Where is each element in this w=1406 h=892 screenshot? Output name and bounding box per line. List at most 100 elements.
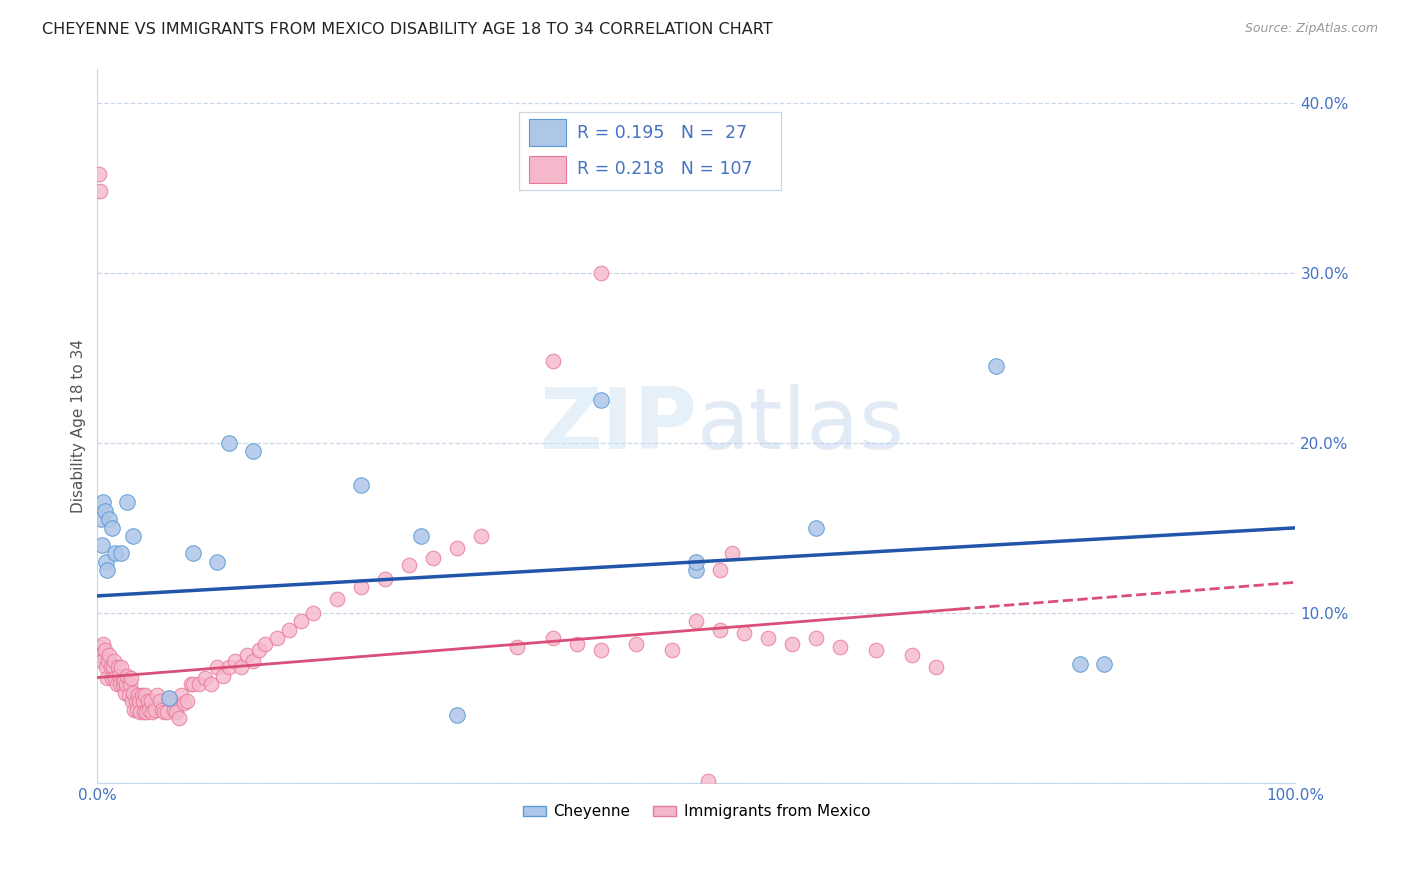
Point: [350, 581, 373, 595]
Text: Source: ZipAtlas.com: Source: ZipAtlas.com: [1244, 22, 1378, 36]
Point: [266, 632, 288, 646]
Point: [105, 677, 128, 691]
Point: [96, 671, 118, 685]
Point: [149, 694, 172, 708]
Point: [122, 529, 145, 543]
Text: R = 0.195   N =  27: R = 0.195 N = 27: [576, 124, 747, 142]
Point: [398, 558, 420, 573]
Point: [97, 654, 120, 668]
Point: [176, 694, 198, 708]
Point: [115, 677, 138, 691]
Bar: [530, 120, 567, 146]
Point: [93, 643, 115, 657]
Point: [87, 648, 110, 663]
Point: [446, 708, 468, 723]
Point: [127, 688, 149, 702]
Point: [167, 711, 190, 725]
Point: [541, 632, 564, 646]
Point: [541, 354, 564, 368]
Point: [128, 694, 150, 708]
Point: [661, 643, 683, 657]
Point: [163, 703, 186, 717]
Point: [143, 703, 166, 717]
Point: [242, 444, 264, 458]
Point: [242, 654, 264, 668]
Point: [117, 495, 139, 509]
Point: [157, 690, 180, 705]
Point: [93, 495, 115, 509]
Point: [830, 640, 852, 654]
Point: [156, 705, 179, 719]
Point: [236, 648, 259, 663]
Text: ZIP: ZIP: [538, 384, 696, 467]
Point: [125, 694, 148, 708]
Point: [93, 504, 115, 518]
Point: [278, 623, 301, 637]
Point: [756, 632, 779, 646]
Point: [90, 512, 112, 526]
Bar: [530, 156, 567, 183]
Point: [200, 677, 222, 691]
Point: [685, 563, 707, 577]
Point: [721, 546, 744, 560]
Point: [104, 546, 127, 560]
Point: [181, 677, 204, 691]
Point: [112, 673, 135, 688]
Point: [138, 703, 160, 717]
Point: [90, 648, 112, 663]
Text: atlas: atlas: [696, 384, 904, 467]
Point: [780, 636, 803, 650]
Point: [254, 636, 277, 650]
Point: [733, 626, 755, 640]
Point: [91, 654, 114, 668]
Point: [626, 636, 648, 650]
Point: [589, 266, 612, 280]
Point: [806, 632, 828, 646]
Point: [129, 705, 152, 719]
Point: [120, 671, 142, 685]
Text: CHEYENNE VS IMMIGRANTS FROM MEXICO DISABILITY AGE 18 TO 34 CORRELATION CHART: CHEYENNE VS IMMIGRANTS FROM MEXICO DISAB…: [42, 22, 773, 37]
Point: [157, 690, 180, 705]
Point: [100, 671, 122, 685]
Point: [111, 677, 134, 691]
Point: [114, 686, 136, 700]
Point: [218, 660, 240, 674]
Point: [302, 606, 325, 620]
Point: [87, 167, 110, 181]
Point: [247, 643, 270, 657]
Point: [446, 541, 468, 556]
Point: [122, 686, 145, 700]
Point: [709, 623, 731, 637]
Point: [131, 688, 153, 702]
Point: [91, 538, 114, 552]
Point: [94, 660, 117, 674]
Point: [108, 677, 131, 691]
Point: [98, 512, 121, 526]
Point: [350, 478, 373, 492]
Point: [224, 654, 246, 668]
Point: [101, 660, 124, 674]
Point: [409, 529, 432, 543]
Y-axis label: Disability Age 18 to 34: Disability Age 18 to 34: [72, 339, 86, 513]
Point: [108, 669, 131, 683]
Point: [136, 694, 159, 708]
Point: [117, 669, 139, 683]
Point: [134, 688, 156, 702]
Point: [110, 660, 132, 674]
Point: [104, 671, 127, 685]
Point: [422, 551, 444, 566]
Point: [326, 592, 349, 607]
Legend: Cheyenne, Immigrants from Mexico: Cheyenne, Immigrants from Mexico: [516, 798, 876, 825]
Point: [212, 669, 235, 683]
Point: [110, 546, 132, 560]
Point: [89, 640, 111, 654]
Point: [121, 694, 143, 708]
Point: [697, 774, 720, 789]
Point: [125, 703, 148, 717]
Point: [173, 696, 195, 710]
Point: [188, 677, 211, 691]
Point: [984, 359, 1007, 374]
Text: R = 0.218   N = 107: R = 0.218 N = 107: [576, 161, 752, 178]
Point: [100, 521, 122, 535]
Point: [100, 660, 122, 674]
